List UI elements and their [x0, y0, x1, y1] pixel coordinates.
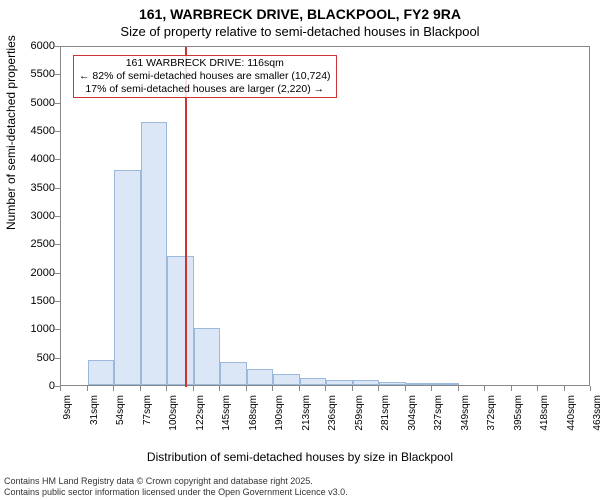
y-tick-label: 4000: [31, 153, 55, 165]
histogram-bar: [220, 362, 247, 385]
x-tick-label: 31sqm: [89, 395, 100, 435]
histogram-bar: [326, 380, 353, 385]
x-tick-label: 463sqm: [592, 395, 600, 435]
x-tick: [484, 386, 485, 391]
histogram-bar: [432, 383, 459, 385]
y-tick: [55, 216, 60, 217]
x-axis-label: Distribution of semi-detached houses by …: [0, 450, 600, 464]
x-tick: [511, 386, 512, 391]
chart-subtitle: Size of property relative to semi-detach…: [0, 24, 600, 39]
x-tick: [113, 386, 114, 391]
x-tick-label: 395sqm: [513, 395, 524, 435]
histogram-bar: [194, 328, 221, 385]
annotation-line: 161 WARBRECK DRIVE: 116sqm: [79, 57, 331, 70]
x-tick: [378, 386, 379, 391]
y-tick-label: 4500: [31, 125, 55, 137]
x-tick-label: 77sqm: [142, 395, 153, 435]
y-tick-label: 6000: [31, 40, 55, 52]
y-tick: [55, 358, 60, 359]
x-tick: [352, 386, 353, 391]
x-tick: [325, 386, 326, 391]
footer-line-2: Contains public sector information licen…: [4, 487, 348, 498]
y-tick-label: 1500: [31, 295, 55, 307]
histogram-bar: [273, 374, 300, 385]
footer-line-1: Contains HM Land Registry data © Crown c…: [4, 476, 348, 487]
y-tick-label: 0: [49, 380, 55, 392]
y-tick-label: 3500: [31, 182, 55, 194]
annotation-line: ← 82% of semi-detached houses are smalle…: [79, 70, 331, 83]
x-tick: [246, 386, 247, 391]
x-tick-label: 145sqm: [221, 395, 232, 435]
y-tick: [55, 131, 60, 132]
x-tick-label: 190sqm: [274, 395, 285, 435]
x-tick-label: 349sqm: [460, 395, 471, 435]
y-tick: [55, 301, 60, 302]
annotation-line: 17% of semi-detached houses are larger (…: [79, 83, 331, 96]
y-tick: [55, 188, 60, 189]
x-tick-label: 304sqm: [407, 395, 418, 435]
x-tick-label: 372sqm: [486, 395, 497, 435]
x-tick: [166, 386, 167, 391]
x-tick: [60, 386, 61, 391]
y-tick-label: 5500: [31, 68, 55, 80]
y-tick: [55, 46, 60, 47]
x-tick: [140, 386, 141, 391]
histogram-bar: [114, 170, 141, 385]
x-tick-label: 418sqm: [539, 395, 550, 435]
x-tick-label: 100sqm: [168, 395, 179, 435]
histogram-bar: [406, 383, 433, 385]
histogram-bar: [379, 382, 406, 385]
y-tick-label: 2000: [31, 267, 55, 279]
histogram-bar: [300, 378, 327, 385]
y-tick-label: 2500: [31, 238, 55, 250]
histogram-bar: [141, 122, 168, 386]
y-tick-label: 3000: [31, 210, 55, 222]
x-tick: [193, 386, 194, 391]
footer-attribution: Contains HM Land Registry data © Crown c…: [4, 476, 348, 498]
x-tick: [564, 386, 565, 391]
y-tick-label: 1000: [31, 323, 55, 335]
x-tick: [590, 386, 591, 391]
x-tick-label: 281sqm: [380, 395, 391, 435]
histogram-bar: [167, 256, 194, 385]
x-tick-label: 327sqm: [433, 395, 444, 435]
x-tick: [405, 386, 406, 391]
y-tick: [55, 103, 60, 104]
x-tick-label: 122sqm: [195, 395, 206, 435]
x-tick-label: 168sqm: [248, 395, 259, 435]
y-tick: [55, 329, 60, 330]
plot-area: 161 WARBRECK DRIVE: 116sqm← 82% of semi-…: [60, 46, 590, 386]
y-tick: [55, 74, 60, 75]
x-tick: [87, 386, 88, 391]
x-tick-label: 440sqm: [566, 395, 577, 435]
x-tick: [219, 386, 220, 391]
histogram-bar: [247, 369, 274, 385]
x-tick: [299, 386, 300, 391]
x-tick: [537, 386, 538, 391]
y-axis-label: Number of semi-detached properties: [4, 35, 18, 230]
x-tick-label: 259sqm: [354, 395, 365, 435]
chart-title: 161, WARBRECK DRIVE, BLACKPOOL, FY2 9RA: [0, 6, 600, 22]
x-tick: [431, 386, 432, 391]
x-tick: [458, 386, 459, 391]
y-tick: [55, 244, 60, 245]
x-tick-label: 236sqm: [327, 395, 338, 435]
x-tick-label: 9sqm: [62, 395, 73, 435]
histogram-bar: [88, 360, 115, 386]
histogram-bar: [353, 380, 380, 385]
annotation-box: 161 WARBRECK DRIVE: 116sqm← 82% of semi-…: [73, 55, 337, 98]
y-tick: [55, 159, 60, 160]
y-tick: [55, 273, 60, 274]
x-tick: [272, 386, 273, 391]
x-tick-label: 213sqm: [301, 395, 312, 435]
y-tick-label: 500: [37, 352, 55, 364]
x-tick-label: 54sqm: [115, 395, 126, 435]
y-tick-label: 5000: [31, 97, 55, 109]
